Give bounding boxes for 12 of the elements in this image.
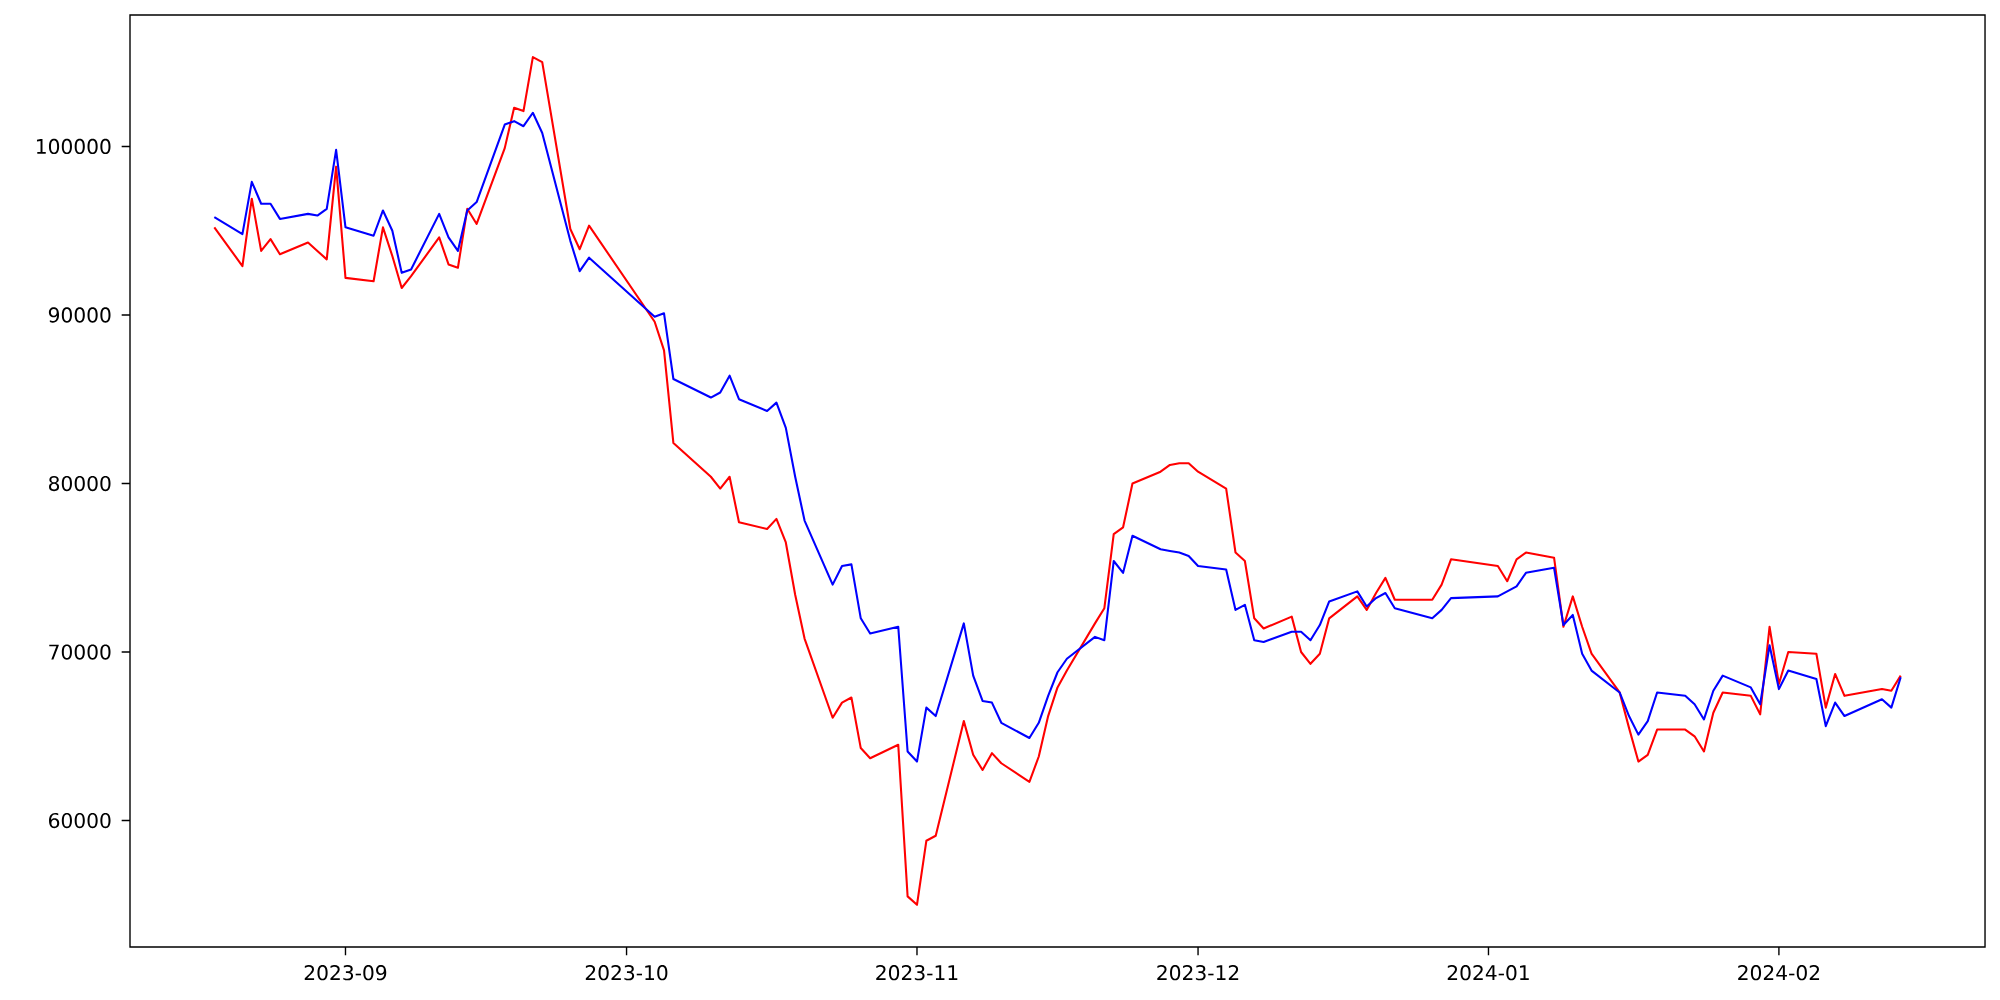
x-tick-label: 2023-09 [304,965,387,981]
x-tick-label: 2023-10 [585,965,668,981]
y-tick-label: 100000 [36,138,111,155]
y-tick-label: 90000 [48,307,111,323]
x-tick-label: 2023-12 [1157,965,1239,981]
x-tick-label: 2024-02 [1738,965,1820,981]
y-tick-label: 80000 [49,475,111,492]
x-tick-label: 2023-11 [876,965,958,981]
y-tick-label: 70000 [49,644,111,660]
line-series [213,56,1902,906]
y-tick-label: 60000 [49,812,111,829]
x-tick-label: 2024-01 [1447,965,1529,981]
